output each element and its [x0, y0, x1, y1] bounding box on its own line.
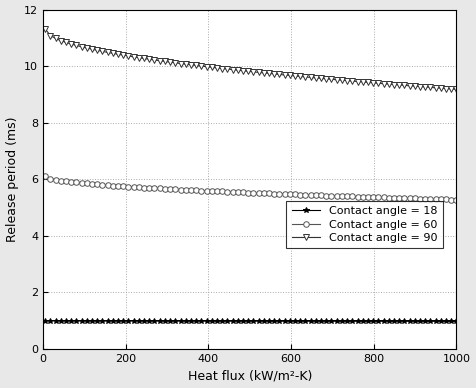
Contact angle = 90: [225, 67, 230, 71]
Contact angle = 18: [407, 319, 412, 324]
Contact angle = 60: [287, 192, 293, 197]
Contact angle = 18: [287, 319, 293, 324]
Contact angle = 90: [308, 75, 314, 80]
Contact angle = 90: [407, 83, 412, 88]
Contact angle = 60: [308, 193, 314, 197]
Line: Contact angle = 60: Contact angle = 60: [42, 173, 459, 203]
Contact angle = 18: [292, 319, 298, 324]
Contact angle = 60: [454, 197, 459, 202]
Line: Contact angle = 18: Contact angle = 18: [42, 318, 459, 324]
Contact angle = 18: [42, 319, 48, 323]
Y-axis label: Release period (ms): Release period (ms): [6, 116, 19, 242]
Legend: Contact angle = 18, Contact angle = 60, Contact angle = 90: Contact angle = 18, Contact angle = 60, …: [287, 201, 443, 248]
X-axis label: Heat flux (kW/m²-K): Heat flux (kW/m²-K): [188, 369, 312, 383]
Contact angle = 18: [454, 319, 459, 324]
Contact angle = 60: [292, 192, 298, 197]
Contact angle = 90: [454, 87, 459, 92]
Contact angle = 90: [287, 73, 293, 78]
Contact angle = 60: [323, 193, 329, 198]
Contact angle = 90: [292, 74, 298, 78]
Contact angle = 90: [323, 76, 329, 81]
Contact angle = 90: [42, 26, 48, 31]
Contact angle = 18: [323, 319, 329, 324]
Line: Contact angle = 90: Contact angle = 90: [42, 25, 460, 93]
Contact angle = 60: [407, 196, 412, 201]
Contact angle = 18: [225, 319, 230, 324]
Contact angle = 60: [42, 173, 48, 178]
Contact angle = 18: [308, 319, 314, 324]
Contact angle = 60: [225, 189, 230, 194]
